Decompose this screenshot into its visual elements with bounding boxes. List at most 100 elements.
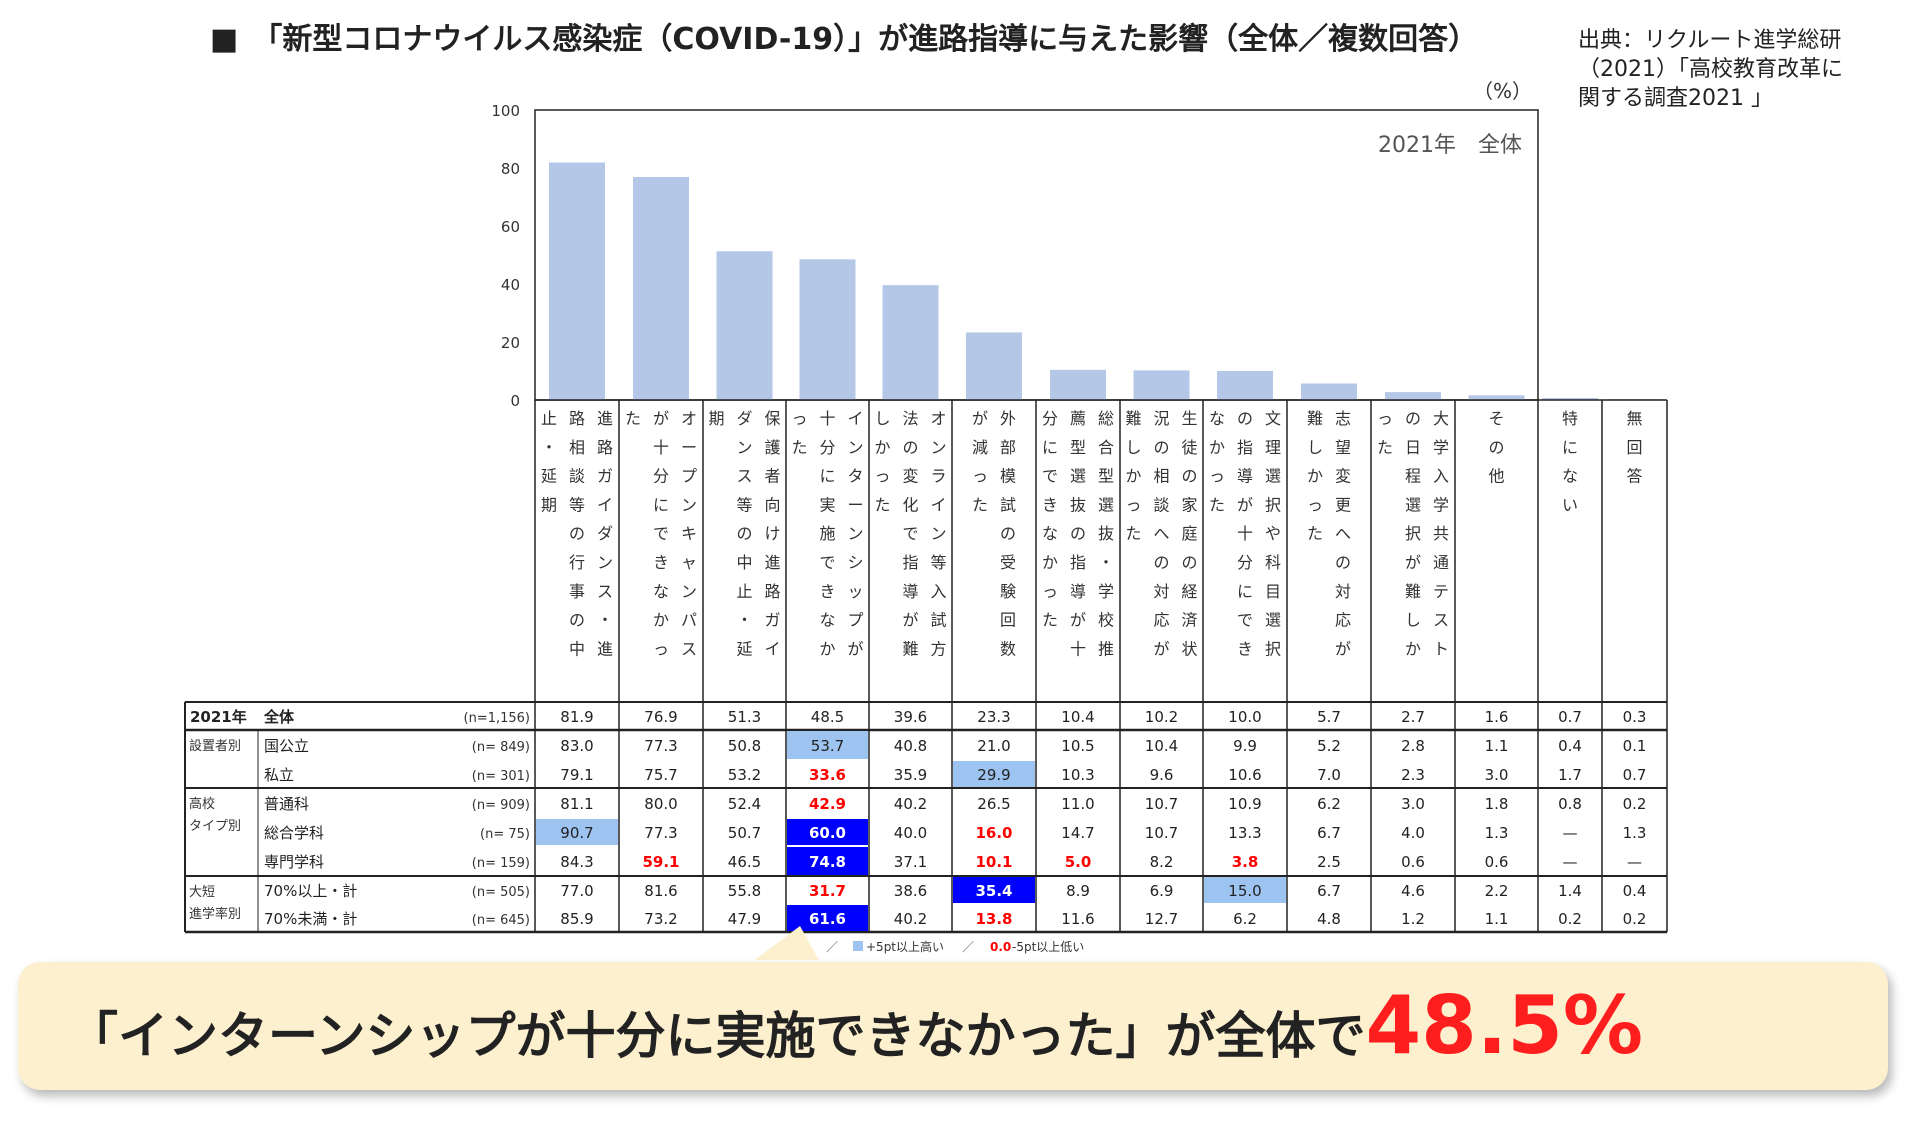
category-label-char: が xyxy=(902,611,918,630)
table-cell: 77.3 xyxy=(644,824,677,842)
source-line-1: 出典：リクルート進学総研 xyxy=(1578,28,1842,53)
category-label-char: の xyxy=(1153,553,1169,572)
category-label-char: 答 xyxy=(1626,467,1642,486)
source-line-3: 関する調査2021 」 xyxy=(1578,86,1773,111)
category-label-char: 十 xyxy=(653,438,669,457)
category-label-char: な xyxy=(1562,467,1578,486)
category-label-char: 分 xyxy=(653,467,669,486)
category-label-char: か xyxy=(1042,553,1058,572)
table-cell: 40.0 xyxy=(894,824,927,842)
category-label-char: 望 xyxy=(1335,438,1351,457)
category-label-char: か xyxy=(1307,467,1323,486)
category-label-char: の xyxy=(1181,467,1197,486)
category-label-char: 型 xyxy=(1098,467,1114,486)
category-label-char: 受 xyxy=(1000,553,1016,572)
group-label: タイプ別 xyxy=(189,819,241,834)
group-label: 大短 xyxy=(189,885,215,900)
row-n: (n= 301) xyxy=(472,769,530,784)
category-label-char: 総 xyxy=(1098,409,1114,428)
category-label-char: 外 xyxy=(1000,409,1016,428)
category-label-char: 分 xyxy=(819,438,835,457)
table-cell: 40.8 xyxy=(894,737,927,755)
row-n: (n= 159) xyxy=(472,856,530,871)
category-label-char: 大 xyxy=(1433,409,1449,428)
y-tick-label: 40 xyxy=(501,276,520,294)
category-label-char: 法 xyxy=(902,409,918,428)
table-cell: 85.9 xyxy=(560,910,593,928)
category-label-char: が xyxy=(1237,495,1253,514)
category-label-char: イ xyxy=(930,495,946,514)
category-label-char: 止 xyxy=(541,409,557,428)
table-cell: 10.0 xyxy=(1228,708,1261,726)
y-tick-label: 80 xyxy=(501,160,520,178)
table-cell: 16.0 xyxy=(975,824,1012,842)
highlight-cell-up xyxy=(536,819,618,845)
table-cell: 0.7 xyxy=(1623,766,1647,784)
row-label: 全体 xyxy=(263,708,295,726)
chart-inner-label: 2021年 全体 xyxy=(1378,133,1522,158)
category-label-char: 選 xyxy=(1265,467,1281,486)
category-label-char: 実 xyxy=(819,495,835,514)
category-label-char: 分 xyxy=(1237,553,1253,572)
table-cell: 0.7 xyxy=(1558,708,1582,726)
category-label-char: し xyxy=(874,409,890,428)
group-label: 進学率別 xyxy=(189,906,241,922)
table-cell: 26.5 xyxy=(977,795,1010,813)
table-cell: 3.0 xyxy=(1485,766,1509,784)
table-cell: — xyxy=(1563,824,1578,842)
table-cell: 0.3 xyxy=(1623,708,1647,726)
category-label-char: な xyxy=(653,582,669,601)
row-label: 70%以上・計 xyxy=(264,882,357,900)
table-cell: 2.8 xyxy=(1401,737,1425,755)
title-marker: ■ xyxy=(210,22,239,57)
category-label-char: 目 xyxy=(1265,582,1281,601)
category-label-char: 合 xyxy=(1098,438,1114,457)
category-label-char: 試 xyxy=(930,611,946,630)
category-label-char: の xyxy=(1070,524,1086,543)
category-label-char: 進 xyxy=(597,409,613,428)
category-label-char: の xyxy=(569,611,585,630)
category-label-char: 科 xyxy=(1265,553,1281,572)
table-cell: 9.9 xyxy=(1233,737,1257,755)
category-label-char: 状 xyxy=(1181,639,1197,658)
unit-label: （%） xyxy=(1473,79,1532,103)
category-label-char: ー xyxy=(847,495,863,514)
category-label-char: 延 xyxy=(736,639,752,658)
category-label-char: ガ xyxy=(597,467,613,486)
table-cell: 10.4 xyxy=(1061,708,1094,726)
table-cell: 79.1 xyxy=(560,766,593,784)
source-note: 出典：リクルート進学総研 （2021）「高校教育改革に 関する調査2021 」 xyxy=(1578,26,1843,113)
table-cell: 0.4 xyxy=(1558,737,1582,755)
category-label-char: ン xyxy=(681,582,697,601)
row-label: 70%未満・計 xyxy=(264,910,357,928)
category-label-char: 理 xyxy=(1265,438,1281,457)
category-label-char: で xyxy=(1237,611,1253,630)
category-label-char: な xyxy=(1209,409,1225,428)
table-cell: 81.1 xyxy=(560,795,593,813)
category-label-char: シ xyxy=(847,553,863,572)
category-label-char: に xyxy=(1237,582,1253,601)
category-label-char: ー xyxy=(681,438,697,457)
table-cell: 1.8 xyxy=(1485,795,1509,813)
category-label-char: っ xyxy=(874,467,890,486)
category-label-char: オ xyxy=(681,409,697,428)
table-cell: 59.1 xyxy=(642,853,679,871)
category-label-char: が xyxy=(1153,639,1169,658)
category-label-char: が xyxy=(1405,553,1421,572)
category-label-char: 特 xyxy=(1562,409,1578,428)
category-label-char: ッ xyxy=(847,582,863,601)
table-cell: 0.2 xyxy=(1623,795,1647,813)
category-label-char: き xyxy=(1042,495,1058,514)
table-cell: 6.7 xyxy=(1317,824,1341,842)
table-cell: 1.6 xyxy=(1485,708,1509,726)
table-cell: 1.3 xyxy=(1485,824,1509,842)
table-cell: 2.2 xyxy=(1485,882,1509,900)
category-label-char: 文 xyxy=(1265,409,1281,428)
category-label-char: 化 xyxy=(902,495,918,514)
y-tick-label: 20 xyxy=(501,334,520,352)
category-label-char: 談 xyxy=(569,467,585,486)
category-label-char: の xyxy=(902,438,918,457)
table-cell: 13.3 xyxy=(1228,824,1261,842)
category-label-char: な xyxy=(819,611,835,630)
table-cell: 2.3 xyxy=(1401,766,1425,784)
